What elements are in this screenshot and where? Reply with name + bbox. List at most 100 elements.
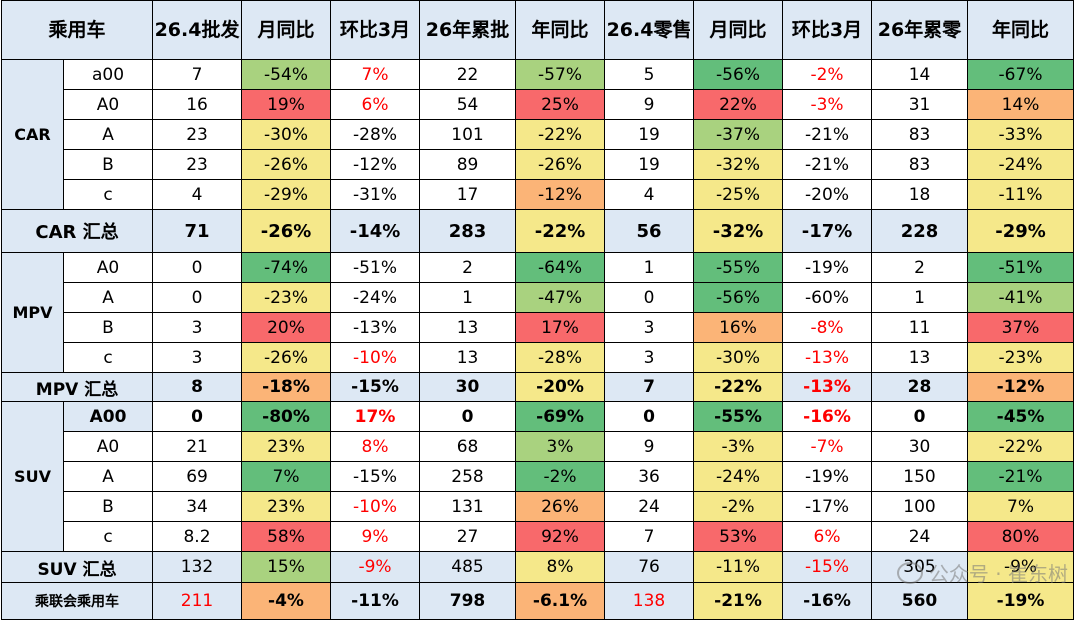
table-cell: 9% bbox=[330, 521, 421, 552]
table-cell: -51% bbox=[330, 252, 421, 283]
table-cell: 1 bbox=[419, 282, 517, 313]
table-cell: -32% bbox=[693, 149, 784, 180]
summary-row: CAR 汇总 71 -26% -14% 283 -22% 56 -32% -17% 228 -29% bbox=[0, 209, 1075, 253]
table-cell: 89 bbox=[419, 149, 517, 180]
table-cell: -12% bbox=[330, 149, 421, 180]
table-cell: -57% bbox=[515, 59, 606, 90]
table-cell: 7 bbox=[152, 59, 243, 90]
table-cell: -64% bbox=[515, 252, 606, 283]
table-cell: 27 bbox=[419, 521, 517, 552]
total-row: 乘联会乘用车 211 -4% -11% 798 -6.1% 138 -21% -16% 560 -1… bbox=[0, 582, 1075, 620]
summary-cell: -14% bbox=[330, 209, 421, 253]
table-cell: -17% bbox=[782, 491, 873, 522]
table-row: c 8.2 58% 9% 27 92% 7 53% 6% 24 80% bbox=[2, 521, 1075, 552]
table-cell: -10% bbox=[330, 491, 421, 522]
header-retail-mom: 环比3月 bbox=[782, 0, 873, 60]
segment-label: A bbox=[62, 282, 154, 313]
table-cell: 101 bbox=[419, 119, 517, 150]
table-cell: 17% bbox=[330, 401, 421, 432]
table-cell: -56% bbox=[693, 59, 784, 90]
summary-cell: 71 bbox=[152, 209, 243, 253]
table-cell: 0 bbox=[419, 401, 517, 432]
table-cell: -19% bbox=[782, 461, 873, 492]
table-cell: -16% bbox=[782, 401, 873, 432]
table-cell: -23% bbox=[241, 282, 332, 313]
table-cell: 5 bbox=[604, 59, 695, 90]
table-cell: -30% bbox=[693, 342, 784, 373]
table-row: A0 21 23% 8% 68 3% 9 -3% -7% 30 -22% bbox=[2, 431, 1075, 462]
table-cell: 1 bbox=[604, 252, 695, 283]
table-cell: -31% bbox=[330, 179, 421, 210]
segment-label: B bbox=[62, 312, 154, 343]
table-cell: 0 bbox=[871, 401, 969, 432]
table-cell: -47% bbox=[515, 282, 606, 313]
group-label: CAR bbox=[1, 59, 64, 210]
table-cell: -13% bbox=[782, 342, 873, 373]
table-cell: -2% bbox=[693, 491, 784, 522]
table-cell: -21% bbox=[967, 461, 1075, 492]
table-cell: -12% bbox=[515, 179, 606, 210]
table-cell: -67% bbox=[967, 59, 1075, 90]
table-cell: -22% bbox=[967, 431, 1075, 462]
table-cell: 17% bbox=[515, 312, 606, 343]
table-cell: -30% bbox=[241, 119, 332, 150]
table-cell: -28% bbox=[330, 119, 421, 150]
table-cell: -24% bbox=[967, 149, 1075, 180]
segment-label: a00 bbox=[62, 59, 154, 90]
summary-cell: -13% bbox=[782, 372, 873, 402]
table-cell: 3 bbox=[152, 312, 243, 343]
header-ytd-retail-yoy: 年同比 bbox=[967, 0, 1075, 60]
table-cell: 22% bbox=[693, 89, 784, 120]
table-cell: -55% bbox=[693, 252, 784, 283]
segment-label: A0 bbox=[62, 89, 154, 120]
summary-cell: 305 bbox=[871, 551, 969, 583]
segment-label: B bbox=[62, 491, 154, 522]
table-cell: 21 bbox=[152, 431, 243, 462]
segment-label: c bbox=[62, 521, 154, 552]
table-cell: -55% bbox=[693, 401, 784, 432]
table-cell: 22 bbox=[419, 59, 517, 90]
summary-cell: -26% bbox=[241, 209, 332, 253]
table-row: A0 16 19% 6% 54 25% 9 22% -3% 31 14% bbox=[2, 89, 1075, 120]
table-cell: 150 bbox=[871, 461, 969, 492]
table-cell: -26% bbox=[241, 149, 332, 180]
table-cell: -2% bbox=[782, 59, 873, 90]
table-cell: 24 bbox=[604, 491, 695, 522]
header-retail-yoy: 月同比 bbox=[693, 0, 784, 60]
table-cell: 37% bbox=[967, 312, 1075, 343]
table-cell: 258 bbox=[419, 461, 517, 492]
table-cell: -23% bbox=[967, 342, 1075, 373]
table-row: c 3 -26% -10% 13 -28% 3 -30% -13% 13 -23% bbox=[2, 342, 1075, 373]
table-cell: 23 bbox=[152, 149, 243, 180]
table-cell: -2% bbox=[515, 461, 606, 492]
table-cell: 3 bbox=[604, 312, 695, 343]
table-cell: 53% bbox=[693, 521, 784, 552]
summary-label: CAR 汇总 bbox=[0, 209, 154, 253]
segment-label: B bbox=[62, 149, 154, 180]
table-cell: 0 bbox=[152, 252, 243, 283]
summary-cell: 8 bbox=[152, 372, 243, 402]
table-cell: 16 bbox=[152, 89, 243, 120]
table-cell: -7% bbox=[782, 431, 873, 462]
table-cell: -15% bbox=[330, 461, 421, 492]
table-cell: 1 bbox=[871, 282, 969, 313]
table-row: c 4 -29% -31% 17 -12% 4 -25% -20% 18 -11% bbox=[2, 179, 1075, 210]
table-cell: 7% bbox=[330, 59, 421, 90]
group-label: SUV bbox=[1, 401, 64, 552]
total-cell: -6.1% bbox=[515, 582, 606, 620]
summary-cell: 8% bbox=[515, 551, 606, 583]
table-cell: -56% bbox=[693, 282, 784, 313]
header-vehicle: 乘用车 bbox=[0, 0, 154, 60]
table-cell: 34 bbox=[152, 491, 243, 522]
table-cell: 24 bbox=[871, 521, 969, 552]
total-cell: -19% bbox=[967, 582, 1075, 620]
total-cell: 560 bbox=[871, 582, 969, 620]
summary-cell: -9% bbox=[330, 551, 421, 583]
summary-cell: -32% bbox=[693, 209, 784, 253]
summary-row: MPV 汇总 8 -18% -15% 30 -20% 7 -22% -13% 28 -12% bbox=[0, 372, 1075, 402]
table-cell: -22% bbox=[515, 119, 606, 150]
table-cell: 14% bbox=[967, 89, 1075, 120]
table-row: B 3 20% -13% 13 17% 3 16% -8% 11 37% bbox=[2, 312, 1075, 343]
table-cell: 83 bbox=[871, 119, 969, 150]
